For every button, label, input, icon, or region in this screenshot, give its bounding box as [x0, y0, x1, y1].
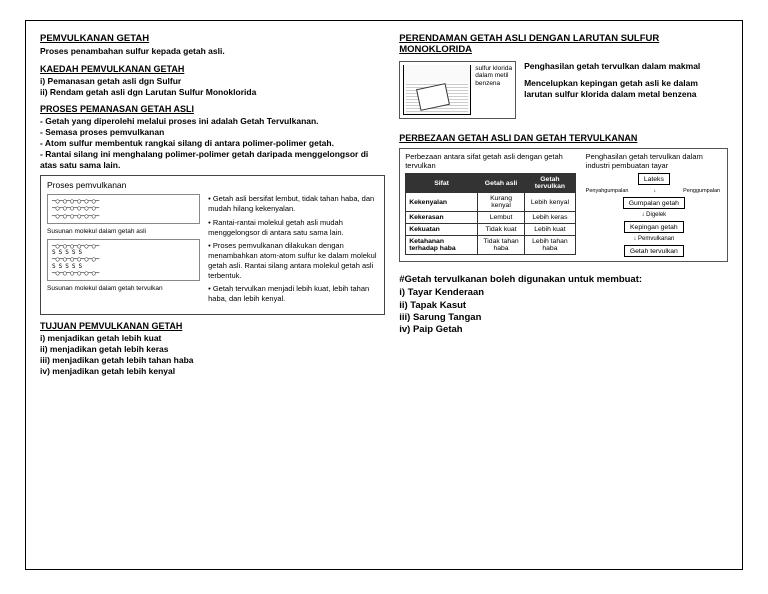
flow-node: Getah tervulkan [624, 245, 684, 257]
proses-item: Rantai silang ini menghalang polimer-pol… [40, 149, 385, 171]
uses-item: ii) Tapak Kasut [399, 300, 728, 312]
tujuan-item: ii) menjadikan getah lebih keras [40, 344, 385, 355]
bullet-item: • Rantai-rantai molekul getah asli mudah… [208, 218, 378, 238]
page-frame: PEMVULKANAN GETAH Proses penambahan sulf… [25, 20, 743, 570]
uses-item: i) Tayar Kenderaan [399, 287, 728, 299]
heading-perendaman-2: MONOKLORIDA [399, 44, 728, 55]
bullet-item: • Getah asli bersifat lembut, tidak taha… [208, 194, 378, 214]
table-row: Sifat Getah asli Getah tervulkan [406, 174, 575, 193]
table-row: KekerasanLembutLebih keras [406, 212, 575, 224]
beaker-labels: sulfur klorida dalam metil benzena [475, 65, 512, 87]
heading-proses: PROSES PEMANASAN GETAH ASLI [40, 104, 385, 114]
proses-box-title: Proses pemvulkanan [47, 180, 378, 190]
chain-diagram-1: ─○─○─○─○─○─○─ ─○─○─○─○─○─○─ ─○─○─○─○─○─○… [47, 194, 200, 223]
flow-node: Gumpalan getah [623, 197, 685, 209]
chain-diagram-2: ─○─○─○─○─○─○─ S S S S S ─○─○─○─○─○─○─ S … [47, 239, 200, 282]
beaker-text: Penghasilan getah tervulkan dalam makmal… [524, 61, 728, 119]
heading-perbezaan: PERBEZAAN GETAH ASLI DAN GETAH TERVULKAN… [399, 133, 728, 143]
heading-perendaman-1: PERENDAMAN GETAH ASLI DENGAN LARUTAN SUL… [399, 33, 728, 44]
flow-node: Kepingan getah [624, 221, 684, 233]
diagram-column: ─○─○─○─○─○─○─ ─○─○─○─○─○─○─ ─○─○─○─○─○─○… [47, 194, 200, 292]
uses-list: i) Tayar Kenderaan ii) Tapak Kasut iii) … [399, 287, 728, 336]
flow-node: Lateks [638, 173, 670, 185]
diagram2-label: Susunan molekul dalam getah tervulkan [47, 285, 200, 292]
bullets-column: • Getah asli bersifat lembut, tidak taha… [208, 194, 378, 307]
flowchart: Lateks Penyahgumpalan↓Penggumpalan Gumpa… [586, 173, 722, 257]
th: Getah asli [477, 174, 524, 193]
heading-kaedah: KAEDAH PEMVULKANAN GETAH [40, 64, 385, 74]
table-row: KekenyalanKurang kenyalLebih kenyal [406, 193, 575, 212]
diagram1-label: Susunan molekul dalam getah asli [47, 228, 200, 235]
tujuan-item: iii) menjadikan getah lebih tahan haba [40, 355, 385, 366]
right-column: PERENDAMAN GETAH ASLI DENGAN LARUTAN SUL… [399, 33, 728, 557]
beaker-icon [403, 65, 471, 115]
heading-tujuan: TUJUAN PEMVULKANAN GETAH [40, 321, 385, 331]
beaker-diagram: sulfur klorida dalam metil benzena [399, 61, 516, 119]
uses-item: iii) Sarung Tangan [399, 312, 728, 324]
proses-item: Getah yang diperolehi melalui proses ini… [40, 116, 385, 127]
kaedah-item: i) Pemanasan getah asli dgn Sulfur [40, 76, 385, 87]
tujuan-list: i) menjadikan getah lebih kuat ii) menja… [40, 333, 385, 377]
bullet-item: • Proses pemvulkanan dilakukan dengan me… [208, 241, 378, 282]
comparison-box: Perbezaan antara sifat getah asli dengan… [399, 148, 728, 262]
tujuan-item: iv) menjadikan getah lebih kenyal [40, 366, 385, 377]
flowchart-section: Penghasilan getah tervulkan dalam indust… [586, 153, 722, 257]
proses-item: Atom sulfur membentuk rangkai silang di … [40, 138, 385, 149]
proses-list: Getah yang diperolehi melalui proses ini… [40, 116, 385, 171]
table-caption-left: Perbezaan antara sifat getah asli dengan… [405, 153, 575, 170]
kaedah-list: i) Pemanasan getah asli dgn Sulfur ii) R… [40, 76, 385, 98]
tujuan-item: i) menjadikan getah lebih kuat [40, 333, 385, 344]
th: Getah tervulkan [525, 174, 576, 193]
table-section: Perbezaan antara sifat getah asli dengan… [405, 153, 575, 257]
beaker-row: sulfur klorida dalam metil benzena Pengh… [399, 61, 728, 119]
th: Sifat [406, 174, 478, 193]
uses-heading: #Getah tervulkanan boleh digunakan untuk… [399, 274, 728, 285]
proses-diagram-box: Proses pemvulkanan ─○─○─○─○─○─○─ ─○─○─○─… [40, 175, 385, 314]
subtitle-pemvulkanan: Proses penambahan sulfur kepada getah as… [40, 46, 385, 56]
table-row: KekuatanTidak kuatLebih kuat [406, 224, 575, 236]
kaedah-item: ii) Rendam getah asli dgn Larutan Sulfur… [40, 87, 385, 98]
table-caption-right: Penghasilan getah tervulkan dalam indust… [586, 153, 722, 170]
table-row: Ketahanan terhadap habaTidak tahan habaL… [406, 236, 575, 255]
heading-pemvulkanan: PEMVULKANAN GETAH [40, 33, 385, 44]
beaker-text-2: Mencelupkan kepingan getah asli ke dalam… [524, 78, 728, 100]
left-column: PEMVULKANAN GETAH Proses penambahan sulf… [40, 33, 385, 557]
beaker-text-1: Penghasilan getah tervulkan dalam makmal [524, 61, 728, 72]
uses-item: iv) Paip Getah [399, 324, 728, 336]
proses-item: Semasa proses pemvulkanan [40, 127, 385, 138]
comparison-table: Sifat Getah asli Getah tervulkan Kekenya… [405, 173, 575, 255]
bullet-item: • Getah tervulkan menjadi lebih kuat, le… [208, 284, 378, 304]
